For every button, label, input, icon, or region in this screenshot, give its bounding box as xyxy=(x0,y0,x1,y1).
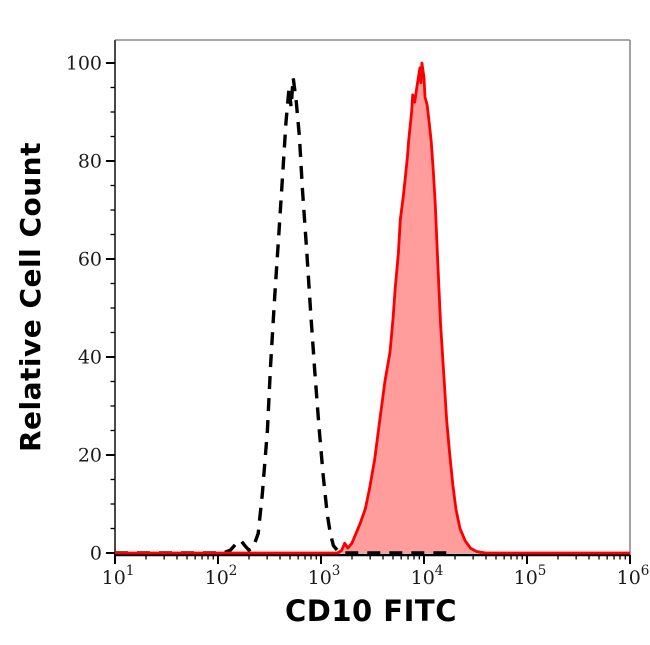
x-tick-label: 103 xyxy=(308,563,341,589)
x-tick-label: 106 xyxy=(617,563,650,589)
x-tick-label: 105 xyxy=(514,563,547,589)
y-tick-label: 60 xyxy=(78,249,102,271)
x-tick-label: 102 xyxy=(205,563,238,589)
x-tick-label: 101 xyxy=(102,563,135,589)
y-tick-label: 20 xyxy=(78,445,102,467)
y-tick-label: 0 xyxy=(90,543,102,565)
y-tick-label: 100 xyxy=(66,53,102,75)
x-tick-label: 104 xyxy=(411,563,444,589)
cd10-fitc-stained-curve xyxy=(115,61,630,555)
x-axis-title: CD10 FITC xyxy=(285,594,457,628)
y-tick-label: 40 xyxy=(78,347,102,369)
y-tick-label: 80 xyxy=(78,151,102,173)
unstained-control-curve xyxy=(115,76,455,555)
